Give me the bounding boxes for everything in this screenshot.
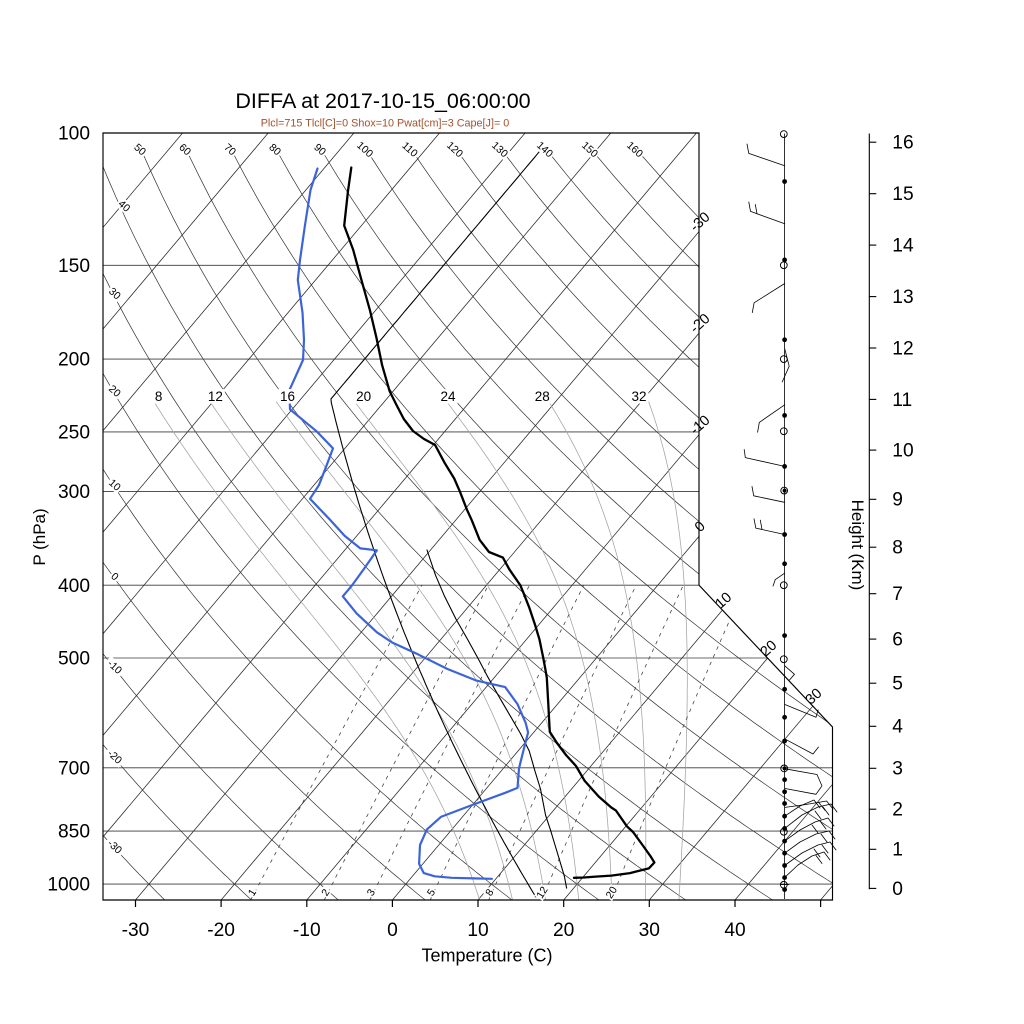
svg-text:6: 6 (892, 630, 903, 651)
svg-text:12: 12 (892, 338, 913, 359)
svg-text:3: 3 (892, 759, 903, 780)
svg-text:700: 700 (58, 758, 90, 779)
svg-text:12: 12 (208, 389, 223, 404)
svg-text:8: 8 (483, 887, 496, 898)
svg-text:0: 0 (892, 879, 903, 900)
svg-text:150: 150 (58, 256, 90, 277)
svg-text:0: 0 (387, 920, 398, 941)
svg-text:2: 2 (892, 800, 903, 821)
svg-text:10: 10 (467, 920, 488, 941)
svg-text:Plcl=715 Tlcl[C]=0 Shox=10 Pwa: Plcl=715 Tlcl[C]=0 Shox=10 Pwat[cm]=3 Ca… (261, 118, 510, 130)
svg-text:Height (Km): Height (Km) (848, 500, 867, 591)
svg-text:400: 400 (58, 576, 90, 597)
svg-text:1: 1 (246, 887, 259, 898)
svg-text:15: 15 (892, 184, 913, 205)
svg-text:8: 8 (155, 389, 163, 404)
svg-text:-30: -30 (122, 920, 150, 941)
svg-text:28: 28 (535, 389, 550, 404)
svg-text:10: 10 (892, 441, 913, 462)
svg-text:9: 9 (892, 490, 903, 511)
svg-text:850: 850 (58, 822, 90, 843)
svg-text:Temperature (C): Temperature (C) (421, 946, 552, 966)
svg-text:30: 30 (639, 920, 660, 941)
svg-text:12: 12 (534, 884, 550, 900)
svg-text:300: 300 (58, 482, 90, 503)
svg-text:5: 5 (892, 674, 903, 695)
svg-text:32: 32 (631, 389, 646, 404)
svg-text:8: 8 (892, 538, 903, 559)
svg-text:-10: -10 (293, 920, 321, 941)
svg-text:1000: 1000 (47, 875, 90, 896)
svg-text:20: 20 (604, 884, 620, 900)
svg-text:DIFFA at 2017-10-15_06:00:00: DIFFA at 2017-10-15_06:00:00 (235, 89, 530, 113)
svg-text:11: 11 (892, 390, 912, 411)
svg-text:200: 200 (58, 350, 90, 371)
svg-text:7: 7 (892, 584, 903, 605)
svg-text:4: 4 (892, 717, 903, 738)
svg-text:14: 14 (892, 236, 914, 257)
svg-text:1: 1 (892, 840, 903, 861)
svg-text:P (hPa): P (hPa) (30, 508, 49, 565)
svg-text:20: 20 (356, 389, 371, 404)
svg-text:20: 20 (553, 920, 574, 941)
svg-text:16: 16 (892, 133, 913, 154)
svg-text:5: 5 (425, 887, 438, 898)
svg-text:250: 250 (58, 423, 90, 444)
svg-text:500: 500 (58, 649, 90, 670)
svg-text:13: 13 (892, 287, 913, 308)
svg-text:40: 40 (724, 920, 745, 941)
svg-text:3: 3 (365, 887, 378, 898)
svg-text:16: 16 (280, 389, 295, 404)
svg-text:100: 100 (58, 124, 90, 145)
svg-text:-20: -20 (207, 920, 235, 941)
svg-text:24: 24 (440, 389, 456, 404)
svg-text:2: 2 (319, 887, 332, 898)
